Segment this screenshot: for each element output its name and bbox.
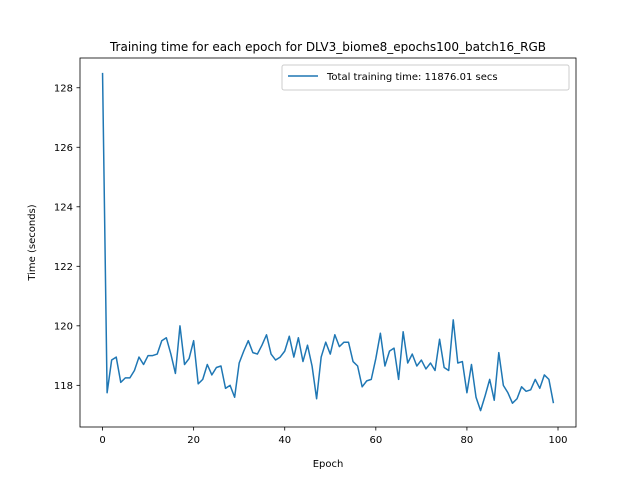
y-tick-label: 128	[54, 83, 73, 94]
x-tick-label: 0	[99, 435, 105, 446]
legend-box	[281, 64, 570, 91]
series-line-0	[101, 72, 555, 412]
y-tick-label: 126	[54, 143, 73, 154]
legend-label: Total training time: 11876.01 secs	[326, 72, 498, 83]
y-tick-label: 118	[54, 381, 73, 392]
x-axis-title: Epoch	[313, 459, 344, 470]
y-tick-label: 122	[54, 262, 73, 273]
x-tick-label: 100	[548, 435, 567, 446]
y-axis-title: Time (seconds)	[27, 204, 38, 281]
y-axis: 118 120 122 124 126 128	[54, 83, 80, 392]
legend: Total training time: 11876.01 secs	[281, 64, 570, 91]
plot-frame	[79, 57, 577, 428]
plot-area	[101, 72, 555, 412]
x-tick-label: 20	[187, 435, 200, 446]
x-tick-label: 80	[461, 435, 474, 446]
x-tick-label: 60	[369, 435, 382, 446]
x-tick-label: 40	[278, 435, 291, 446]
chart-title: Training time for each epoch for DLV3_bi…	[109, 40, 546, 54]
x-axis: 0 20 40 60 80 100	[99, 427, 568, 446]
y-tick-label: 120	[54, 321, 73, 332]
y-tick-label: 124	[54, 202, 73, 213]
